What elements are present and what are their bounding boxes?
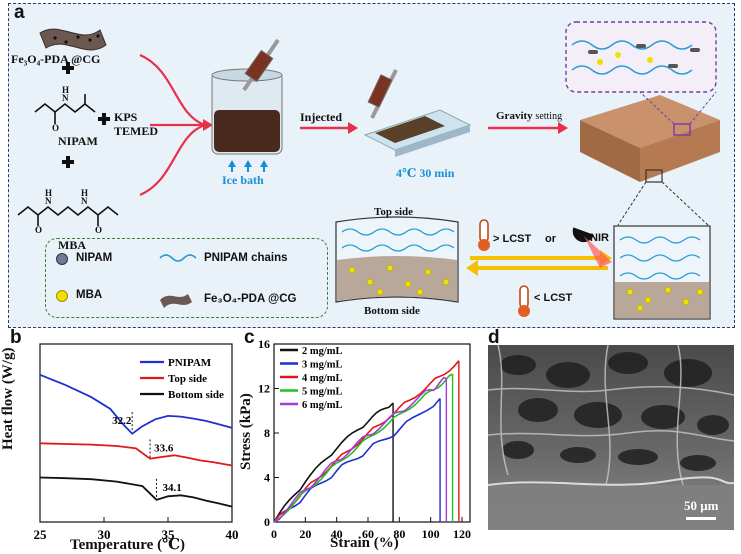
chart-b-annotation: 33.6 <box>154 443 174 455</box>
fe3o4-cg-ribbon-icon <box>39 28 107 51</box>
svg-text:N: N <box>62 93 69 103</box>
scale-bar <box>686 517 716 520</box>
chart-b-series-0 <box>39 373 233 435</box>
injected-label: Injected <box>300 110 342 124</box>
sem-image <box>488 345 734 530</box>
chart-c-xtick-label: 40 <box>331 527 343 541</box>
converging-arrows <box>139 53 206 197</box>
chart-c-xtick-label: 80 <box>393 527 405 541</box>
stress-strain-chart: 0 20 40 60 80 100 120 0 4 8 12 16 2 mg/mL 3 mg/mL 4 mg… <box>258 337 471 541</box>
chart-c-ytick-label: 4 <box>264 471 270 485</box>
chart-b-xlabel: Temperature (℃) <box>70 537 186 553</box>
chart-c-legend-label: 3 mg/mL <box>302 360 343 371</box>
chart-c-ytick-label: 8 <box>264 426 270 440</box>
top-side-label: Top side <box>374 206 414 218</box>
chart-b-legend-label: Bottom side <box>168 389 224 401</box>
chart-b-series-1 <box>39 442 233 467</box>
initiator-kps-label: KPS <box>114 110 138 124</box>
mba-legend-icon <box>56 290 68 302</box>
svg-text:H: H <box>81 188 88 198</box>
chart-c-xtick-label: 120 <box>453 527 471 541</box>
thermometer-icon-hot <box>478 219 490 251</box>
chart-c-ylabel: Stress (kPa) <box>238 393 254 470</box>
chart-c-legend-label: 4 mg/mL <box>302 373 343 384</box>
chart-c-xtick-label: 20 <box>299 527 311 541</box>
nipam-legend-icon <box>56 253 68 265</box>
chart-c-series-2 <box>273 360 460 523</box>
chart-c-xtick-label: 100 <box>422 527 440 541</box>
fe3o4-legend-icon <box>160 294 192 308</box>
legend-fe3o4: Fe₃O₄-PDA @CG <box>204 293 297 305</box>
chart-b-legend-label: Top side <box>168 373 207 385</box>
svg-text:H: H <box>45 188 52 198</box>
or-label: or <box>545 233 556 245</box>
mba-structure-icon <box>17 205 119 226</box>
initiator-temed-label: TEMED <box>114 124 159 138</box>
nir-label: NIR <box>590 232 609 244</box>
pnipam-chain-legend-icon <box>159 254 197 262</box>
chart-b-xtick-label: 25 <box>34 527 48 542</box>
legend-mba: MBA <box>76 289 103 301</box>
chart-c-ytick-label: 12 <box>258 382 270 396</box>
chart-c-series-0 <box>273 402 394 523</box>
plus-icons <box>62 62 110 168</box>
panel-a-label: a <box>14 2 25 23</box>
lt-lcst-label: < LCST <box>534 292 573 304</box>
reagent-fe3o4-label: Fe₃O₄-PDA @CG <box>11 52 101 66</box>
svg-text:N: N <box>45 196 52 206</box>
thermometer-icon-cold <box>518 285 530 317</box>
gravity-setting-label: Gravity setting <box>496 110 562 122</box>
setting-word: setting <box>535 111 563 122</box>
panel-d-label: d <box>488 327 500 348</box>
chart-b-ylabel: Heat flow (W/g) <box>0 347 16 450</box>
porous-hydrogel-block-icon <box>580 95 720 182</box>
svg-text:O: O <box>35 225 42 235</box>
chart-b-annotation: 34.1 <box>162 482 181 494</box>
svg-text:O: O <box>95 225 102 235</box>
nir-laser-icon <box>572 227 612 268</box>
ice-bath-arrows <box>228 160 268 172</box>
gravity-word: Gravity <box>496 110 533 122</box>
legend-box <box>45 238 328 318</box>
chart-c-xtick-label: 0 <box>271 527 277 541</box>
ice-bath-label: Ice bath <box>222 173 264 187</box>
chart-c-ytick-label: 16 <box>258 337 270 351</box>
reagent-nipam-label: NIPAM <box>58 134 98 148</box>
condition-label: 4℃ 30 min <box>396 166 455 180</box>
reagent-mba-label: MBA <box>58 238 86 252</box>
chart-b-xtick-label: 35 <box>162 527 176 542</box>
chart-c-series-4 <box>273 376 447 523</box>
legend-pnipam-chains: PNIPAM chains <box>204 252 288 264</box>
chart-b-series-2 <box>39 476 233 508</box>
chart-b-frame <box>39 343 233 523</box>
chart-b-legend-label: PNIPAM <box>168 357 212 369</box>
chart-c-legend-label: 2 mg/mL <box>302 346 343 357</box>
chart-c-xlabel: Strain (%) <box>330 535 399 551</box>
chart-c-series-1 <box>273 397 441 523</box>
nipam-structure-icon <box>34 94 96 124</box>
dsc-chart: 25 30 35 40 PNIPAM Top side Bottom side 32.2 33.… <box>34 343 239 542</box>
chart-c-legend-label: 6 mg/mL <box>302 400 343 411</box>
chart-b-annotation: 32.2 <box>112 415 132 427</box>
gt-lcst-label: > LCST <box>493 233 532 245</box>
glass-mold-icon <box>363 69 472 157</box>
chart-c-xtick-label: 60 <box>362 527 374 541</box>
chart-b-xtick-label: 30 <box>98 527 111 542</box>
scale-bar-label: 50 μm <box>684 498 719 513</box>
network-zoom-box <box>565 21 717 93</box>
svg-text:O: O <box>52 123 59 133</box>
chart-c-series-3 <box>273 373 453 523</box>
reversible-arrows <box>466 250 612 276</box>
panel-c-label: c <box>244 327 255 348</box>
beaker-icon <box>211 38 283 155</box>
chart-c-legend-label: 5 mg/mL <box>302 387 343 398</box>
chart-b-xtick-label: 40 <box>226 527 239 542</box>
svg-text:H: H <box>62 85 69 95</box>
panel-b-label: b <box>10 327 22 348</box>
chart-c-ytick-label: 0 <box>264 515 270 529</box>
legend-nipam: NIPAM <box>76 252 113 264</box>
bottom-side-label: Bottom side <box>364 305 420 317</box>
svg-text:N: N <box>81 196 88 206</box>
